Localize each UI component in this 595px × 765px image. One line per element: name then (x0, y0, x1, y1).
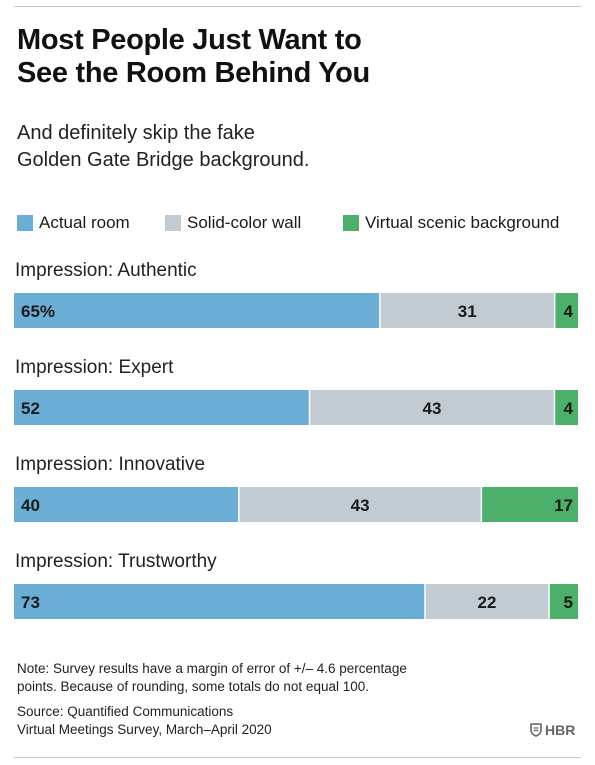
title-line-1: Most People Just Want to (17, 24, 362, 56)
top-rule (14, 6, 581, 7)
hbr-logo: HBR (530, 722, 575, 738)
bar-segment-virtual-scenic (549, 584, 578, 619)
bar-value-label: 43 (351, 496, 370, 515)
title-line-2: See the Room Behind You (17, 57, 370, 89)
legend-label-solid-color-wall: Solid-color wall (187, 213, 302, 232)
bar-value-label: 17 (554, 496, 573, 515)
category-label: Impression: Trustworthy (15, 551, 217, 572)
legend-label-actual-room: Actual room (39, 213, 130, 232)
subtitle-line-2: Golden Gate Bridge background. (17, 149, 310, 171)
source-line-1: Source: Quantified Communications (17, 704, 234, 719)
bar-segment-solid-color-wall (310, 390, 554, 425)
source-line-2: Virtual Meetings Survey, March–April 202… (17, 722, 272, 737)
bar-segment-actual-room (14, 487, 239, 522)
legend-item-solid-color-wall: Solid-color wall (165, 213, 301, 233)
note-line-1: Note: Survey results have a margin of er… (17, 661, 407, 676)
legend: Actual room Solid-color wall Virtual sce… (17, 213, 592, 233)
category-label: Impression: Innovative (15, 454, 205, 475)
bar-group-impression-trustworthy: Impression: Trustworthy 73 22 5 (14, 551, 578, 619)
bar-segment-actual-room (14, 390, 309, 425)
bar-value-label: 52 (21, 399, 40, 418)
bar-value-label: 73 (21, 593, 40, 612)
bar-value-label: 40 (21, 496, 40, 515)
bar-segment-solid-color-wall (380, 293, 554, 328)
bar-value-label: 43 (423, 399, 442, 418)
bar-segment-solid-color-wall (425, 584, 549, 619)
bar-segment-solid-color-wall (239, 487, 481, 522)
note: Note: Survey results have a margin of er… (17, 660, 487, 696)
chart-title: Most People Just Want to See the Room Be… (17, 24, 537, 90)
chart-subtitle: And definitely skip the fake Golden Gate… (17, 120, 537, 174)
subtitle-line-1: And definitely skip the fake (17, 122, 255, 144)
legend-label-virtual-scenic: Virtual scenic background (365, 213, 560, 232)
bar-value-label: 31 (458, 302, 477, 321)
source: Source: Quantified Communications Virtua… (17, 703, 417, 739)
bar-segment-virtual-scenic (555, 293, 578, 328)
logo-text: HBR (545, 722, 576, 738)
legend-swatch-virtual-scenic (343, 215, 359, 231)
category-label: Impression: Authentic (15, 260, 197, 281)
legend-item-actual-room: Actual room (17, 213, 130, 233)
bar-value-label: 4 (564, 302, 574, 321)
bar-segment-actual-room (14, 584, 425, 619)
legend-item-virtual-scenic: Virtual scenic background (343, 213, 559, 233)
bar-segment-actual-room (14, 293, 380, 328)
bar-group-impression-authentic: Impression: Authentic 65% 31 4 (14, 260, 578, 328)
bar-value-label: 5 (564, 593, 573, 612)
note-line-2: points. Because of rounding, some totals… (17, 679, 369, 694)
category-label: Impression: Expert (15, 357, 174, 378)
bar-value-label: 22 (478, 593, 497, 612)
bar-value-label: 65% (21, 302, 55, 321)
bottom-rule (14, 757, 581, 758)
bar-segment-virtual-scenic (555, 390, 578, 425)
bar-value-label: 4 (564, 399, 574, 418)
bar-group-impression-expert: Impression: Expert 52 43 4 (14, 357, 578, 425)
legend-swatch-actual-room (17, 215, 33, 231)
bar-group-impression-innovative: Impression: Innovative 40 43 17 (14, 454, 578, 522)
bar-segment-virtual-scenic (482, 487, 578, 522)
shield-icon (530, 723, 542, 737)
legend-swatch-solid-color-wall (165, 215, 181, 231)
